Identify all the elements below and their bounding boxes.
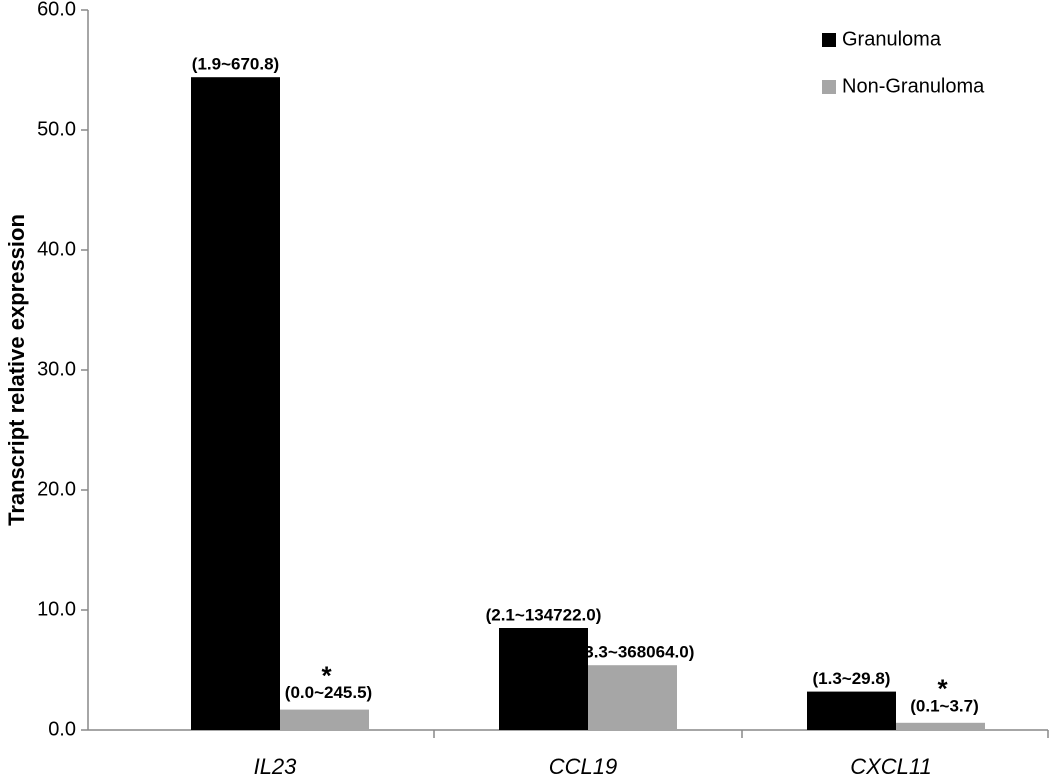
bar (896, 722, 985, 730)
range-label: (2.1~134722.0) (486, 605, 602, 624)
y-tick-label: 60.0 (37, 0, 76, 20)
legend-label: Granuloma (842, 28, 942, 50)
x-tick-label: CCL19 (549, 754, 617, 778)
y-axis-label: Transcript relative expression (4, 214, 29, 526)
y-tick-label: 20.0 (37, 478, 76, 500)
bar (280, 709, 369, 730)
bar (807, 691, 896, 730)
significance-marker: * (937, 674, 948, 704)
range-label: (1.9~670.8) (192, 55, 279, 74)
y-tick-label: 10.0 (37, 598, 76, 620)
significance-marker: * (321, 660, 332, 690)
y-tick-label: 40.0 (37, 238, 76, 260)
bar (191, 77, 280, 730)
range-label: (1.3~29.8) (813, 669, 891, 688)
y-tick-label: 50.0 (37, 118, 76, 140)
y-tick-label: 0.0 (48, 718, 76, 740)
legend-swatch (822, 80, 836, 94)
x-tick-label: CXCL11 (850, 754, 932, 778)
bar (588, 665, 677, 730)
legend-label: Non-Granuloma (842, 75, 985, 97)
y-tick-label: 30.0 (37, 358, 76, 380)
bar (499, 628, 588, 730)
range-label: (0.1~3.7) (910, 696, 979, 715)
range-label: (0.0~245.5) (285, 683, 372, 702)
legend-swatch (822, 33, 836, 47)
x-tick-label: IL23 (254, 754, 298, 778)
range-label: (3.3~368064.0) (579, 643, 695, 662)
